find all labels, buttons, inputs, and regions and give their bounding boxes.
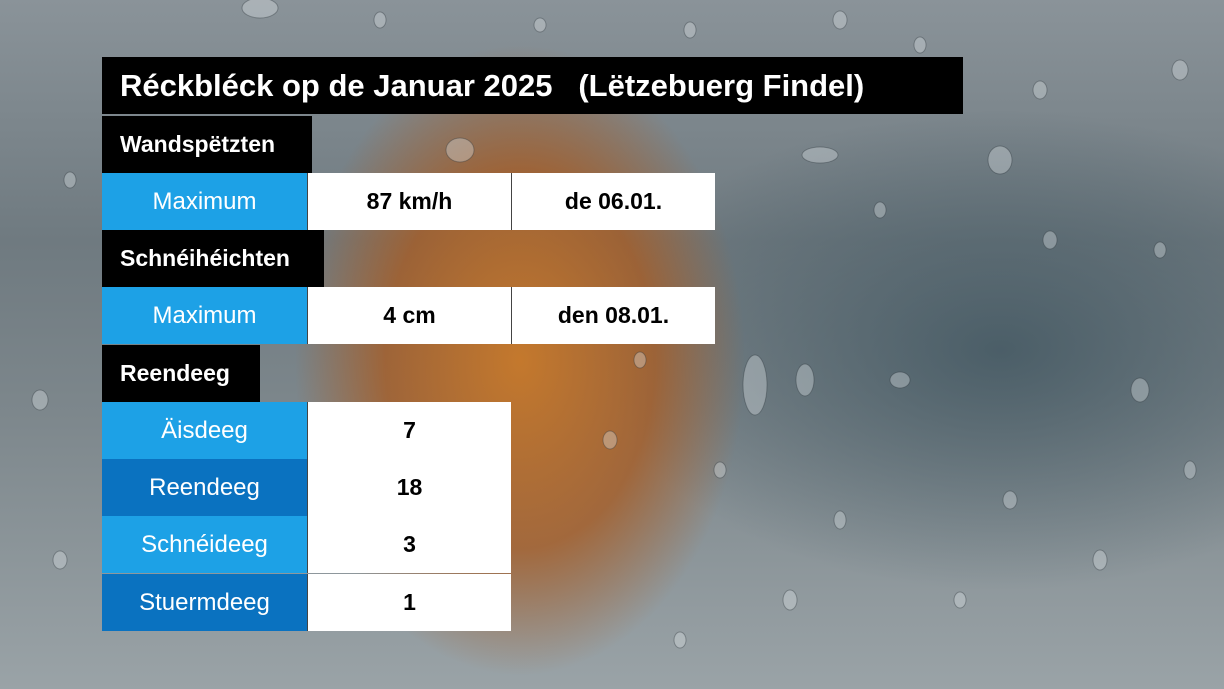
wind-maximum-label: Maximum bbox=[102, 173, 307, 230]
snow-maximum-row: Maximum 4 cm den 08.01. bbox=[102, 287, 715, 344]
wind-maximum-row: Maximum 87 km/h de 06.01. bbox=[102, 173, 715, 230]
stat-label: Reendeeg bbox=[102, 459, 307, 516]
stat-value: 1 bbox=[307, 574, 511, 631]
stat-label: Äisdeeg bbox=[102, 402, 307, 459]
table-row: Reendeeg 18 bbox=[102, 459, 511, 516]
table-row: Stuermdeeg 1 bbox=[102, 574, 511, 631]
stat-value: 3 bbox=[307, 516, 511, 573]
stat-value: 18 bbox=[307, 459, 511, 516]
snow-maximum-label: Maximum bbox=[102, 287, 307, 344]
table-row: Äisdeeg 7 bbox=[102, 402, 511, 459]
snow-maximum-date: den 08.01. bbox=[511, 287, 715, 344]
page-title: Réckbléck op de Januar 2025 (Lëtzebuerg … bbox=[102, 57, 963, 114]
table-row: Schnéideeg 3 bbox=[102, 516, 511, 573]
wind-maximum-value: 87 km/h bbox=[307, 173, 511, 230]
section-header-rain-days: Reendeeg bbox=[102, 345, 260, 402]
wind-maximum-date: de 06.01. bbox=[511, 173, 715, 230]
stat-label: Stuermdeeg bbox=[102, 574, 307, 631]
stat-value: 7 bbox=[307, 402, 511, 459]
section-header-wind: Wandspëtzten bbox=[102, 116, 312, 173]
stat-label: Schnéideeg bbox=[102, 516, 307, 573]
snow-maximum-value: 4 cm bbox=[307, 287, 511, 344]
section-header-snow: Schnéihéichten bbox=[102, 230, 324, 287]
